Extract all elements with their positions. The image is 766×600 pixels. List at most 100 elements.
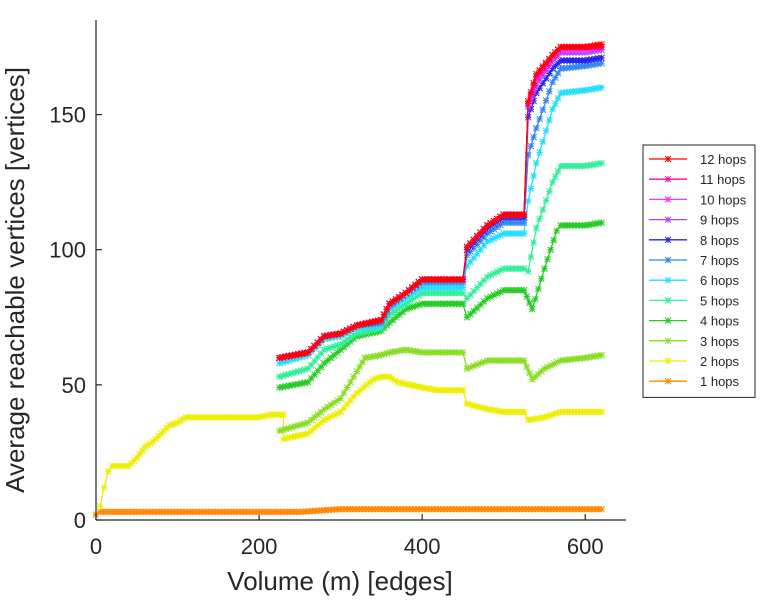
data-point-2-hops <box>249 413 257 421</box>
data-point-2-hops <box>598 408 605 416</box>
data-point-6-hops <box>459 284 467 291</box>
data-point-6-hops <box>530 172 537 180</box>
data-point-4-hops <box>578 222 586 229</box>
data-point-1-hops <box>544 505 551 513</box>
series-6-hops <box>276 84 605 367</box>
data-point-5-hops <box>431 289 439 297</box>
data-point-4-hops <box>534 285 542 293</box>
legend-item: 5 hops <box>649 293 740 308</box>
data-point-3-hops <box>463 365 471 373</box>
data-point-12-hops <box>434 276 442 283</box>
data-point-5-hops <box>598 159 605 167</box>
data-point-1-hops <box>268 508 275 516</box>
data-point-2-hops <box>520 408 528 416</box>
data-point-1-hops <box>434 505 442 513</box>
data-point-4-hops <box>456 300 464 308</box>
data-point-2-hops <box>138 447 146 454</box>
legend-box <box>642 144 756 398</box>
x-tick-label: 600 <box>567 534 604 559</box>
data-point-1-hops <box>167 508 175 516</box>
series-2-hops <box>96 373 605 510</box>
data-point-2-hops <box>397 379 405 387</box>
data-point-5-hops <box>546 187 553 195</box>
data-point-7-hops <box>542 97 550 104</box>
data-point-2-hops <box>104 467 112 475</box>
data-point-4-hops <box>557 222 565 229</box>
legend-item: 12 hops <box>649 152 747 167</box>
series-4-hops <box>276 219 605 391</box>
data-point-2-hops <box>334 410 341 417</box>
data-point-1-hops <box>174 508 181 516</box>
legend: 12 hops 11 hops 10 hops 9 hops 8 hops 7 hops 6… <box>642 144 756 398</box>
data-point-12-hops <box>557 43 565 51</box>
data-point-4-hops <box>553 227 561 235</box>
data-point-12-hops <box>378 316 385 324</box>
data-point-5-hops <box>428 289 435 297</box>
y-axis-ticks: 0 50 100 150 <box>49 103 102 533</box>
data-point-1-hops <box>569 505 577 513</box>
data-point-4-hops <box>311 371 318 378</box>
data-point-8-hops <box>557 57 565 64</box>
data-point-4-hops <box>428 300 435 308</box>
legend-item: 6 hops <box>649 273 740 288</box>
data-point-1-hops <box>475 505 482 513</box>
data-point-4-hops <box>520 286 528 294</box>
data-point-3-hops <box>598 351 605 359</box>
data-point-1-hops <box>374 505 382 513</box>
data-point-2-hops <box>267 411 275 418</box>
data-point-3-hops <box>490 357 498 364</box>
data-point-3-hops <box>343 384 351 391</box>
legend-item: 2 hops <box>649 354 740 369</box>
data-point-5-hops <box>578 162 586 170</box>
data-point-1-hops <box>211 508 219 516</box>
data-point-3-hops <box>347 378 354 386</box>
data-point-3-hops <box>523 363 531 371</box>
series-3-hops <box>276 346 605 435</box>
data-point-6-hops <box>542 127 550 135</box>
legend-label: 5 hops <box>700 293 740 308</box>
data-point-12-hops <box>588 42 596 50</box>
data-point-6-hops <box>520 230 528 237</box>
legend-label: 2 hops <box>700 354 740 369</box>
legend-marker <box>664 175 672 183</box>
data-point-6-hops <box>431 284 439 291</box>
legend-label: 12 hops <box>700 152 747 167</box>
data-point-1-hops <box>255 508 263 516</box>
legend-marker <box>664 377 672 385</box>
data-point-5-hops <box>459 289 467 297</box>
data-point-12-hops <box>418 276 426 283</box>
data-point-1-hops <box>516 505 523 513</box>
data-point-1-hops <box>205 508 213 516</box>
data-point-1-hops <box>161 508 169 516</box>
data-point-2-hops <box>280 411 287 418</box>
data-point-6-hops <box>527 185 535 192</box>
legend-label: 10 hops <box>700 192 747 207</box>
data-point-5-hops <box>330 343 338 350</box>
data-point-4-hops <box>528 305 536 313</box>
data-point-2-hops <box>473 403 481 410</box>
legend-label: 4 hops <box>700 314 740 329</box>
data-point-1-hops <box>403 505 410 513</box>
data-point-7-hops <box>530 133 537 141</box>
data-point-2-hops <box>271 411 278 418</box>
legend-marker <box>664 357 672 365</box>
data-point-4-hops <box>459 300 467 308</box>
data-point-1-hops <box>598 505 605 513</box>
data-point-4-hops <box>317 363 325 371</box>
y-tick-label: 100 <box>49 238 86 263</box>
data-point-7-hops <box>539 106 547 114</box>
data-point-4-hops <box>550 236 557 244</box>
data-point-3-hops <box>412 347 419 355</box>
data-point-2-hops <box>585 408 592 416</box>
data-point-1-hops <box>393 505 401 513</box>
x-axis-ticks: 0 200 400 600 <box>90 514 604 559</box>
legend-marker <box>664 155 672 163</box>
data-point-2-hops <box>594 408 602 416</box>
data-point-2-hops <box>208 413 216 421</box>
data-point-5-hops <box>334 342 341 349</box>
data-point-6-hops <box>447 284 454 291</box>
legend-marker <box>664 236 672 244</box>
data-point-12-hops <box>524 97 532 105</box>
data-point-6-hops <box>524 197 532 205</box>
